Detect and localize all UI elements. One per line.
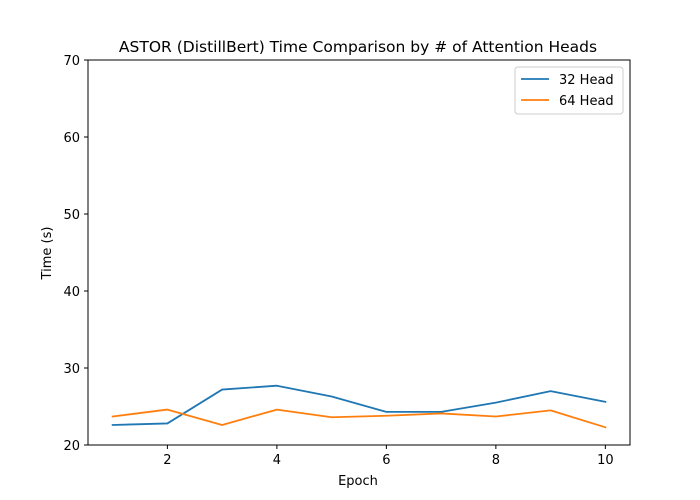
- y-tick-label: 70: [63, 54, 80, 69]
- x-tick-label: 4: [273, 453, 281, 468]
- legend: 32 Head 64 Head: [514, 66, 624, 115]
- series-line-64-head: [111, 408, 607, 429]
- y-tick-label: 30: [63, 362, 80, 377]
- x-axis-label: Epoch: [338, 474, 378, 489]
- x-tick-label: 10: [597, 453, 614, 468]
- series-line-32-head: [111, 384, 607, 426]
- legend-label: 32 Head: [559, 73, 614, 88]
- y-tick-label: 40: [63, 285, 80, 300]
- y-tick-label: 50: [63, 208, 80, 223]
- y-tick-label: 60: [63, 131, 80, 146]
- plot-frame: [87, 59, 631, 446]
- series-lines: [111, 384, 607, 429]
- chart-title: ASTOR (DistillBert) Time Comparison by #…: [119, 38, 597, 56]
- x-tick-label: 6: [382, 453, 390, 468]
- y-tick-label: 20: [63, 439, 80, 454]
- legend-label: 64 Head: [559, 94, 614, 109]
- x-tick-label: 8: [492, 453, 500, 468]
- plot-area: 2 4 6 8 10 20 30 40 50 60 70: [63, 54, 631, 468]
- y-axis-label: Time (s): [40, 227, 55, 281]
- x-tick-label: 2: [163, 453, 171, 468]
- y-axis: 20 30 40 50 60 70: [63, 54, 88, 454]
- x-axis: 2 4 6 8 10: [163, 445, 614, 468]
